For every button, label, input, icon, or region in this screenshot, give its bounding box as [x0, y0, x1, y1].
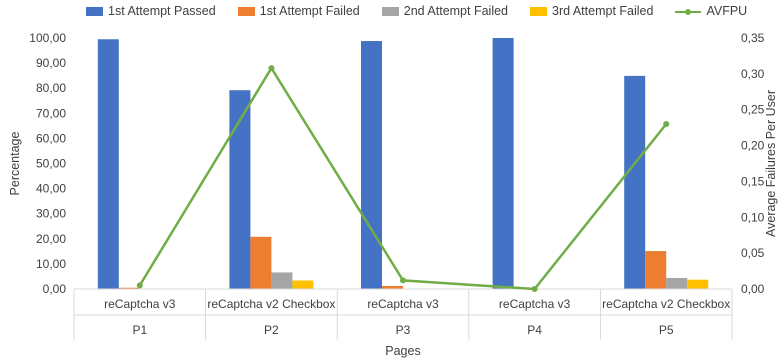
bar — [118, 287, 140, 289]
avfpu-point — [136, 282, 143, 289]
legend-swatch — [237, 6, 255, 16]
y-tick-label: 40,00 — [36, 182, 66, 196]
avfpu-point — [663, 121, 670, 128]
y2-tick-label: 0,05 — [741, 246, 765, 260]
legend-item: AVFPU — [675, 4, 747, 18]
y-tick-label: 60,00 — [36, 131, 66, 145]
category-label: reCaptcha v3 — [104, 297, 176, 311]
bar — [666, 277, 688, 289]
page-label: P2 — [264, 323, 279, 337]
y2-tick-label: 0,00 — [741, 282, 765, 296]
y2-tick-label: 0,15 — [741, 174, 765, 188]
legend-label: 1st Attempt Failed — [259, 4, 360, 18]
y2-axis-title: Average Failures Per User — [764, 90, 778, 237]
y2-tick-label: 0,35 — [741, 31, 765, 45]
y-tick-label: 20,00 — [36, 232, 66, 246]
bar — [271, 272, 293, 289]
y-tick-label: 50,00 — [36, 157, 66, 171]
category-label: reCaptcha v3 — [367, 297, 439, 311]
legend-item: 1st Attempt Passed — [86, 4, 216, 18]
bar — [687, 279, 709, 289]
legend-swatch — [530, 6, 547, 16]
category-label: reCaptcha v2 Checkbox — [207, 297, 335, 311]
legend-swatch — [675, 7, 702, 16]
page-label: P1 — [132, 323, 147, 337]
chart-legend: 1st Attempt Passed 1st Attempt Failed 2nd … — [86, 4, 747, 18]
bar — [382, 285, 403, 289]
x-axis-title: Pages — [385, 344, 420, 358]
avfpu-point — [268, 65, 275, 72]
bar — [229, 90, 251, 289]
avfpu-point — [531, 286, 538, 292]
legend-swatch — [86, 6, 103, 16]
bar — [292, 280, 314, 289]
legend-label: 1st Attempt Passed — [108, 4, 216, 18]
bar — [361, 41, 382, 290]
bar — [250, 236, 272, 289]
y2-tick-label: 0,20 — [741, 139, 765, 153]
legend-swatch — [381, 6, 399, 16]
legend-item: 2nd Attempt Failed — [381, 4, 508, 18]
y-tick-label: 70,00 — [36, 106, 66, 120]
bar — [624, 75, 646, 289]
bar — [645, 251, 667, 289]
page-label: P5 — [659, 323, 674, 337]
legend-item: 1st Attempt Failed — [237, 4, 360, 18]
bar — [97, 39, 119, 289]
y-tick-label: 90,00 — [36, 56, 66, 70]
y-tick-label: 100,00 — [29, 31, 66, 45]
y2-tick-label: 0,25 — [741, 103, 765, 117]
bar — [492, 38, 514, 289]
y-tick-label: 10,00 — [36, 257, 66, 271]
page-label: P4 — [527, 323, 542, 337]
legend-label: 2nd Attempt Failed — [403, 4, 508, 18]
legend-label: 3rd Attempt Failed — [552, 4, 654, 18]
page-label: P3 — [396, 323, 411, 337]
legend-label: AVFPU — [706, 4, 748, 18]
y-tick-label: 0,00 — [43, 282, 67, 296]
y-tick-label: 30,00 — [36, 207, 66, 221]
category-label: reCaptcha v3 — [499, 297, 571, 311]
y2-tick-label: 0,30 — [741, 67, 765, 81]
avfpu-point — [400, 277, 406, 284]
y-tick-label: 80,00 — [36, 81, 66, 95]
y2-tick-label: 0,10 — [741, 210, 765, 224]
category-label: reCaptcha v2 Checkbox — [602, 297, 730, 311]
legend-item: 3rd Attempt Failed — [530, 4, 653, 18]
avfpu-line — [138, 65, 668, 291]
y-axis-title: Percentage — [8, 131, 22, 195]
